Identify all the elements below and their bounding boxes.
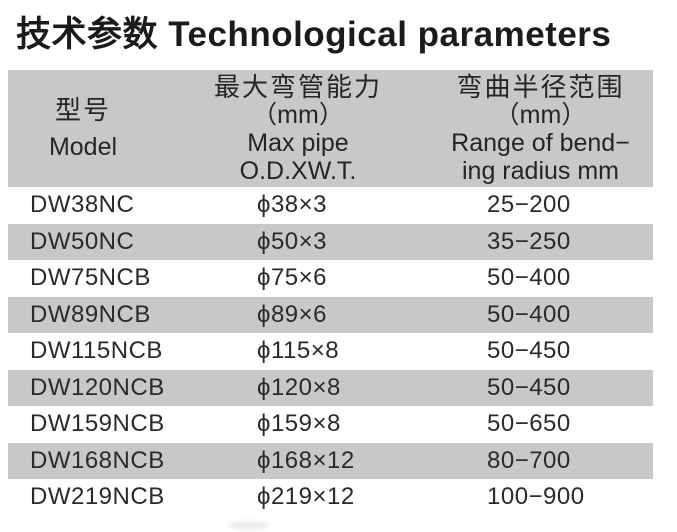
page-title: 技术参数 Technological parameters [16, 15, 612, 54]
table-header: 型号 Model 最大弯管能力 （mm） Max pipe O.D.XW.T. … [8, 70, 653, 187]
header-model-en: Model [48, 132, 118, 161]
max-pipe-cell: ϕ168×12 [257, 446, 355, 474]
scan-smudge [228, 521, 270, 530]
header-max-pipe-column: 最大弯管能力 （mm） Max pipe O.D.XW.T. [148, 70, 448, 187]
max-pipe-cell: ϕ159×8 [257, 410, 341, 438]
max-pipe-cell: ϕ75×6 [257, 264, 327, 292]
header-model-column: 型号 Model [8, 70, 158, 187]
header-bending-radius-en1: Range of bend− [451, 128, 630, 157]
table-row: DW120NCB ϕ120×8 50−450 [8, 369, 653, 406]
table-row: DW115NCB ϕ115×8 50−450 [8, 333, 653, 370]
header-bending-radius-en2: ing radius mm [462, 156, 619, 185]
bending-radius-cell: 100−900 [487, 483, 585, 511]
model-cell: DW120NCB [30, 373, 165, 401]
model-cell: DW89NCB [30, 300, 151, 328]
bending-radius-cell: 80−700 [487, 446, 571, 474]
max-pipe-cell: ϕ115×8 [257, 337, 340, 365]
bending-radius-cell: 35−250 [487, 227, 571, 255]
table-row: DW75NCB ϕ75×6 50−400 [8, 260, 653, 297]
bending-radius-cell: 50−400 [487, 264, 571, 292]
table-row: DW219NCB ϕ219×12 100−900 [8, 479, 653, 516]
max-pipe-cell: ϕ89×6 [257, 300, 327, 328]
header-max-pipe-zh: 最大弯管能力 [213, 71, 382, 102]
bending-radius-cell: 50−400 [487, 300, 571, 328]
model-cell: DW159NCB [30, 410, 165, 438]
bending-radius-cell: 50−450 [487, 373, 571, 401]
table-row: DW89NCB ϕ89×6 50−400 [8, 296, 653, 333]
parameters-table: 型号 Model 最大弯管能力 （mm） Max pipe O.D.XW.T. … [8, 70, 653, 516]
header-bending-radius-unit: （mm） [494, 100, 587, 129]
table-row: DW168NCB ϕ168×12 80−700 [8, 442, 653, 479]
model-cell: DW38NC [30, 191, 135, 219]
header-bending-radius-zh: 弯曲半径范围 [456, 71, 625, 102]
max-pipe-cell: ϕ50×3 [257, 227, 327, 255]
header-model-zh: 型号 [54, 94, 111, 125]
max-pipe-cell: ϕ120×8 [257, 373, 341, 401]
model-cell: DW75NCB [30, 264, 151, 292]
model-cell: DW219NCB [30, 483, 165, 511]
header-bending-radius-column: 弯曲半径范围 （mm） Range of bend− ing radius mm [428, 70, 653, 187]
header-max-pipe-en1: Max pipe [247, 128, 349, 157]
table-row: DW38NC ϕ38×3 25−200 [8, 187, 653, 224]
max-pipe-cell: ϕ38×3 [257, 191, 327, 219]
bending-radius-cell: 50−450 [487, 337, 571, 365]
model-cell: DW115NCB [30, 337, 163, 365]
model-cell: DW168NCB [30, 446, 165, 474]
model-cell: DW50NC [30, 227, 135, 255]
bending-radius-cell: 50−650 [487, 410, 571, 438]
bending-radius-cell: 25−200 [487, 191, 571, 219]
max-pipe-cell: ϕ219×12 [257, 483, 355, 511]
header-max-pipe-unit: （mm） [252, 100, 344, 129]
table-row: DW159NCB ϕ159×8 50−650 [8, 406, 653, 443]
header-max-pipe-en2: O.D.XW.T. [239, 156, 357, 185]
table-row: DW50NC ϕ50×3 35−250 [8, 223, 653, 260]
